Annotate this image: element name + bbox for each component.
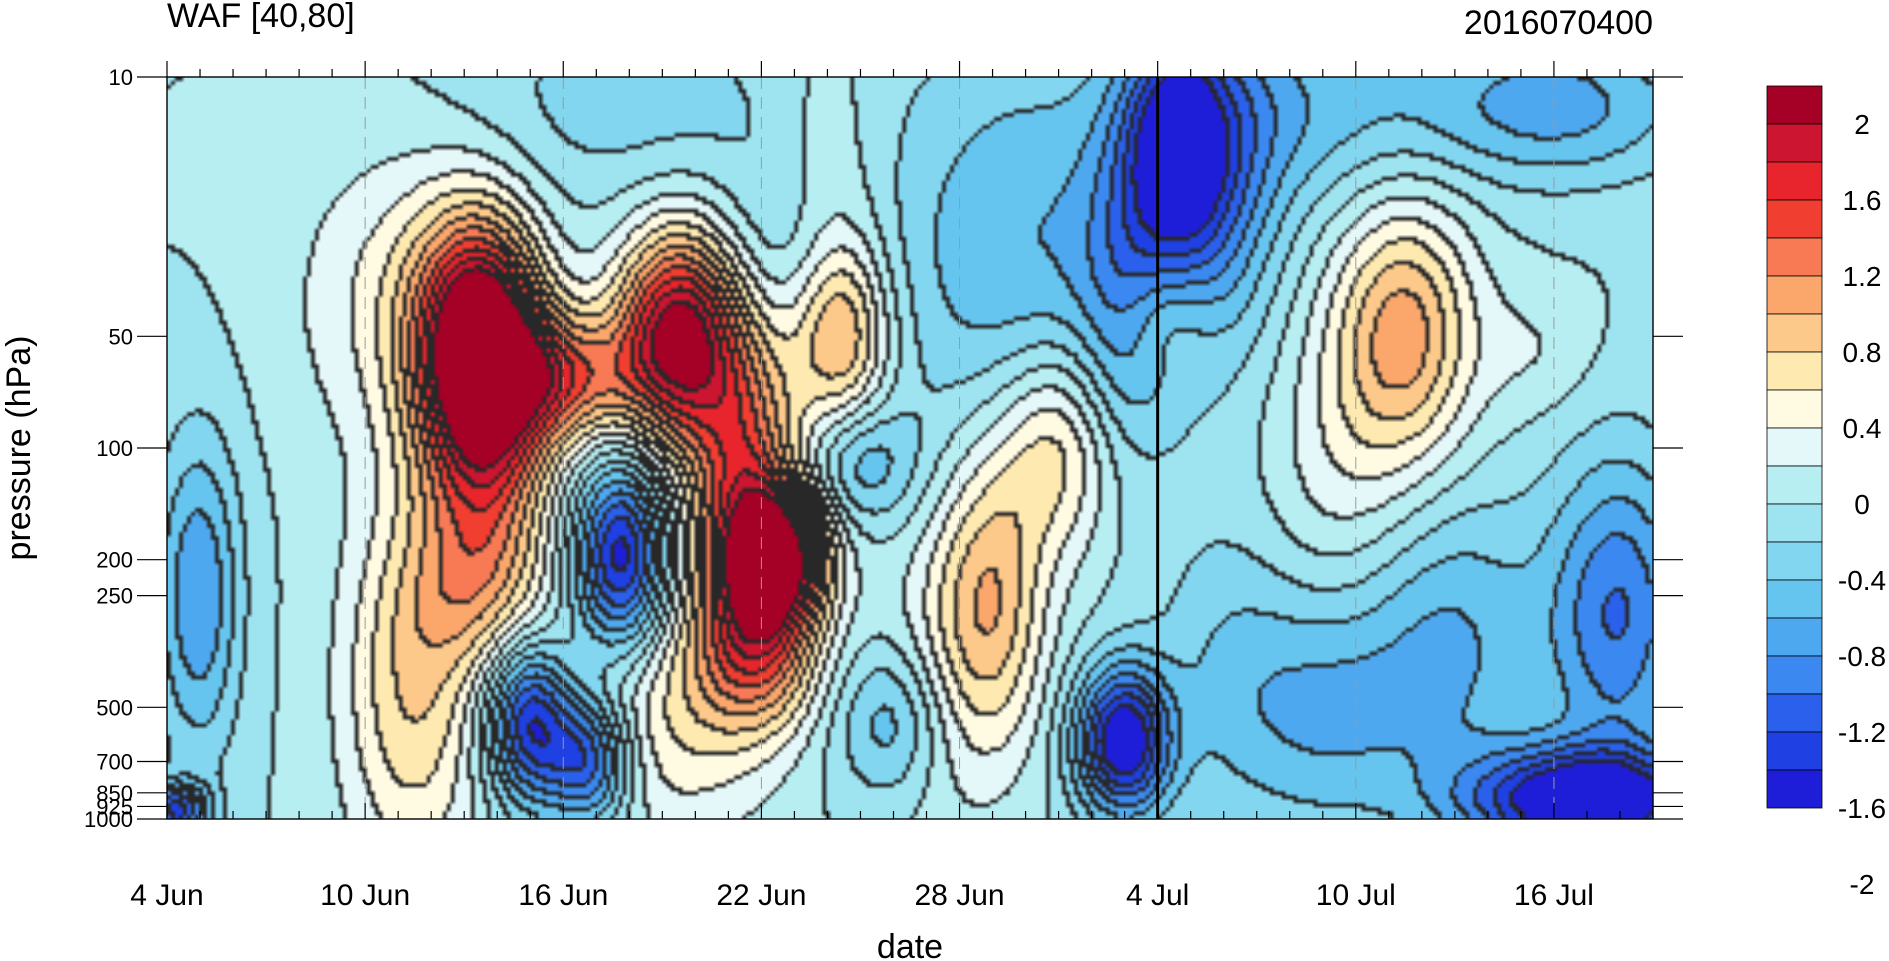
- chart-title: WAF [40,80]: [167, 0, 355, 35]
- colorbar-label: 0.8: [1843, 337, 1882, 368]
- colorbar: 2 1.6 1.2 0.8 0.4 0 -0.4 -0.8 -1.2 -1.6 -2: [1766, 85, 1886, 900]
- colorbar-swatch: [1766, 389, 1823, 429]
- y-tick-label: 10: [109, 65, 133, 90]
- x-tick-label: 22 Jun: [716, 879, 806, 912]
- x-tick-label: 4 Jul: [1126, 879, 1189, 912]
- x-tick-label: 28 Jun: [914, 879, 1004, 912]
- colorbar-label: 1.6: [1843, 185, 1882, 216]
- contour-field: [167, 77, 1653, 819]
- x-tick-label: 10 Jul: [1316, 879, 1396, 912]
- y-tick-label: 700: [96, 750, 133, 775]
- colorbar-label: -2: [1850, 869, 1875, 900]
- colorbar-swatch: [1766, 313, 1823, 353]
- colorbar-label: -1.2: [1838, 717, 1886, 748]
- colorbar-swatch: [1766, 199, 1823, 239]
- y-tick-label: 250: [96, 584, 133, 609]
- colorbar-swatch: [1766, 503, 1823, 543]
- colorbar-swatch: [1766, 427, 1823, 467]
- colorbar-swatch: [1766, 769, 1823, 809]
- colorbar-label: 0: [1854, 489, 1870, 520]
- colorbar-swatch: [1766, 655, 1823, 695]
- colorbar-swatch: [1766, 351, 1823, 391]
- colorbar-swatch: [1766, 465, 1823, 505]
- colorbar-swatch: [1766, 123, 1823, 163]
- y-tick-label: 50: [109, 324, 133, 349]
- colorbar-swatch: [1766, 541, 1823, 581]
- y-tick-label: 500: [96, 695, 133, 720]
- colorbar-label: 1.2: [1843, 261, 1882, 292]
- y-axis-label: pressure (hPa): [0, 336, 38, 561]
- x-axis-ticks: 4 Jun 10 Jun 16 Jun 22 Jun 28 Jun 4 Jul 10 Jul…: [130, 61, 1654, 912]
- colorbar-swatch: [1766, 275, 1823, 315]
- x-tick-label: 16 Jul: [1514, 879, 1594, 912]
- colorbar-swatch: [1766, 85, 1823, 125]
- x-tick-label: 10 Jun: [320, 879, 410, 912]
- y-tick-label: 850: [96, 781, 133, 806]
- colorbar-swatch: [1766, 617, 1823, 657]
- y-tick-label: 200: [96, 548, 133, 573]
- colorbar-label: -0.4: [1838, 565, 1886, 596]
- y-tick-label: 925: [96, 794, 133, 819]
- x-tick-label: 16 Jun: [518, 879, 608, 912]
- colorbar-swatch: [1766, 693, 1823, 733]
- chart-date-label: 2016070400: [1464, 4, 1653, 42]
- y-tick-label: 1000: [84, 807, 133, 832]
- colorbar-swatch: [1766, 731, 1823, 771]
- colorbar-swatch: [1766, 161, 1823, 201]
- y-tick-label: 100: [96, 436, 133, 461]
- colorbar-swatch: [1766, 237, 1823, 277]
- colorbar-label: -1.6: [1838, 793, 1886, 824]
- colorbar-label: 2: [1854, 109, 1870, 140]
- colorbar-label: -0.8: [1838, 641, 1886, 672]
- colorbar-label: 0.4: [1843, 413, 1882, 444]
- colorbar-swatch: [1766, 579, 1823, 619]
- x-tick-label: 4 Jun: [130, 879, 203, 912]
- x-axis-label: date: [877, 928, 943, 961]
